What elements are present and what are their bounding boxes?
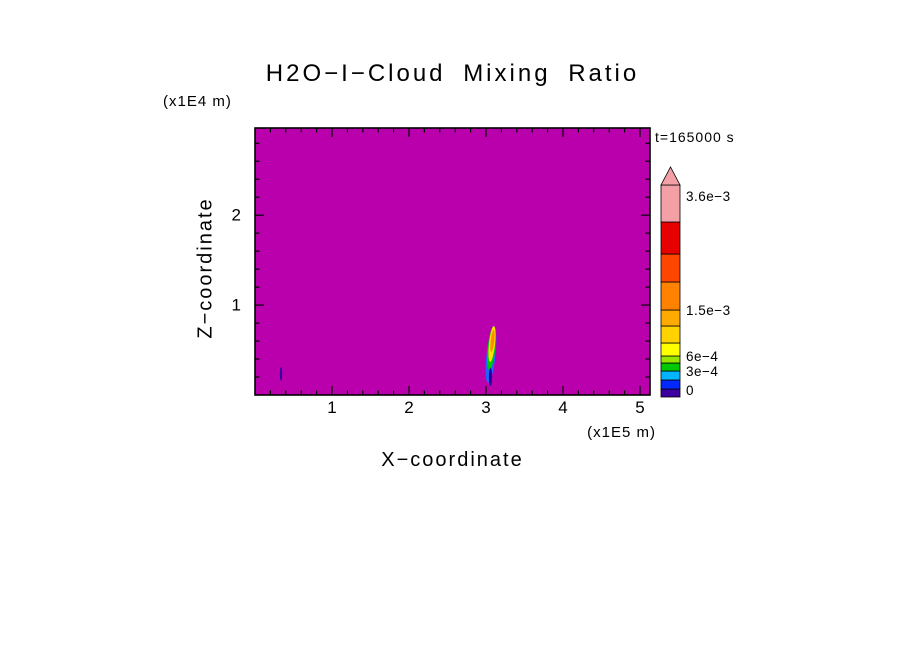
colorbar-segment [660,342,681,357]
colorbar-tick-label: 6e−4 [686,349,718,364]
x-tick-label: 4 [558,398,567,417]
colorbar-segment [660,281,681,311]
colorbar-tick-label: 1.5e−3 [686,303,731,318]
colorbar-segment [660,362,681,372]
colorbar-segment [660,309,681,327]
colorbar-tick-label: 3e−4 [686,364,718,379]
x-tick-label: 5 [635,398,644,417]
colorbar-tick-label: 3.6e−3 [686,189,731,204]
y-axis-units: (x1E4 m) [163,93,232,110]
colorbar: 3.6e−3 1.5e−3 6e−43e−4 0 [660,166,731,398]
colorbar-segment [660,370,681,381]
x-axis-label: X−coordinate [381,449,524,471]
trace-speck-navy [279,367,283,381]
y-tick-label: 1 [232,296,241,315]
colorbar-tick-label: 0 [686,383,694,398]
chart-title: H2O−I−Cloud Mixing Ratio [265,60,640,87]
colorbar-segment [660,221,681,255]
colorbar-segment [660,388,681,398]
plot-background [255,128,650,395]
cloud-core-orange [490,330,495,352]
plot-border [254,127,651,396]
colorbar-segment [660,355,681,364]
y-tick-label: 2 [232,206,241,225]
cloud-base-navy [488,368,493,386]
time-annotation: t=165000 s [655,129,735,145]
cloud-features [279,326,497,386]
x-axis-units: (x1E5 m) [587,424,656,441]
colorbar-segment [660,253,681,283]
x-tick-label: 1 [327,398,336,417]
colorbar-segment [660,379,681,390]
x-tick-label: 2 [404,398,413,417]
colorbar-segment [660,184,681,223]
colorbar-arrow [660,166,681,186]
x-tick-label: 3 [481,398,490,417]
colorbar-segment [660,325,681,344]
